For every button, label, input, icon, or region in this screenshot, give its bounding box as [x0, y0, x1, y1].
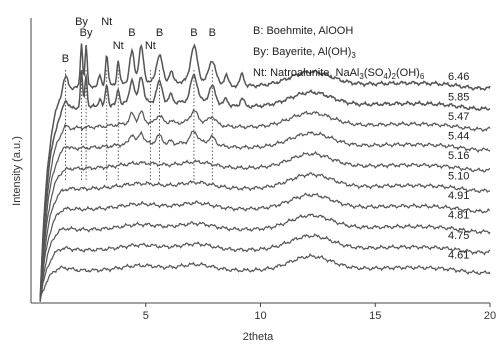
peak-label: B: [128, 27, 135, 39]
peak-label: Nt: [101, 16, 112, 28]
x-axis-title: 2theta: [243, 331, 274, 343]
x-tick-label: 15: [369, 310, 381, 322]
x-tick-label: 10: [254, 310, 266, 322]
x-tick-label: 5: [143, 310, 149, 322]
ph-labels: 6.46 5.85 5.47 5.44 5.16 5.10 4.91 4.81 4.75 4.61: [448, 71, 469, 262]
axes: [30, 18, 490, 304]
x-tick-label: 20: [484, 310, 496, 322]
peak-label: B: [62, 53, 69, 65]
peak-label: B: [209, 27, 216, 39]
trace-line: [39, 252, 491, 300]
trace-line: [39, 172, 491, 300]
peak-label: B: [190, 27, 197, 39]
trace-line: [39, 109, 491, 302]
legend-entry: Nt: Natroalunite, NaAl3(SO4)2(OH)6: [253, 67, 425, 81]
trace-line: [39, 150, 491, 301]
ph-label: 4.75: [448, 230, 469, 242]
xrd-traces: [39, 43, 491, 302]
ph-label: 5.10: [448, 171, 469, 183]
trace-line: [39, 213, 491, 299]
ph-label: 4.81: [448, 210, 469, 222]
x-ticks: 5 10 15 20: [143, 303, 496, 322]
legend-entry: B: Boehmite, AlOOH: [253, 25, 353, 37]
peak-label: By: [75, 16, 88, 28]
trace-line: [39, 192, 491, 302]
peak-label: Nt: [113, 40, 124, 52]
ph-label: 6.46: [448, 71, 469, 83]
trace-line: [39, 69, 491, 301]
ph-label: 5.85: [448, 92, 469, 104]
trace-line: [39, 233, 491, 302]
ph-label: 5.47: [448, 111, 469, 123]
peak-label: By: [80, 27, 93, 39]
peak-label: B: [156, 27, 163, 39]
y-axis-title: Intensity (a.u.): [11, 136, 23, 206]
legend-entry: By: Bayerite, Al(OH)3: [253, 46, 356, 60]
trace-line: [39, 130, 491, 299]
peak-label: Nt: [145, 40, 156, 52]
ph-label: 4.61: [448, 250, 469, 262]
legend: B: Boehmite, AlOOH By: Bayerite, Al(OH)3 N…: [253, 25, 425, 81]
trace-line: [39, 43, 491, 301]
ph-label: 4.91: [448, 190, 469, 202]
ph-label: 5.16: [448, 150, 469, 162]
ph-label: 5.44: [448, 131, 469, 143]
